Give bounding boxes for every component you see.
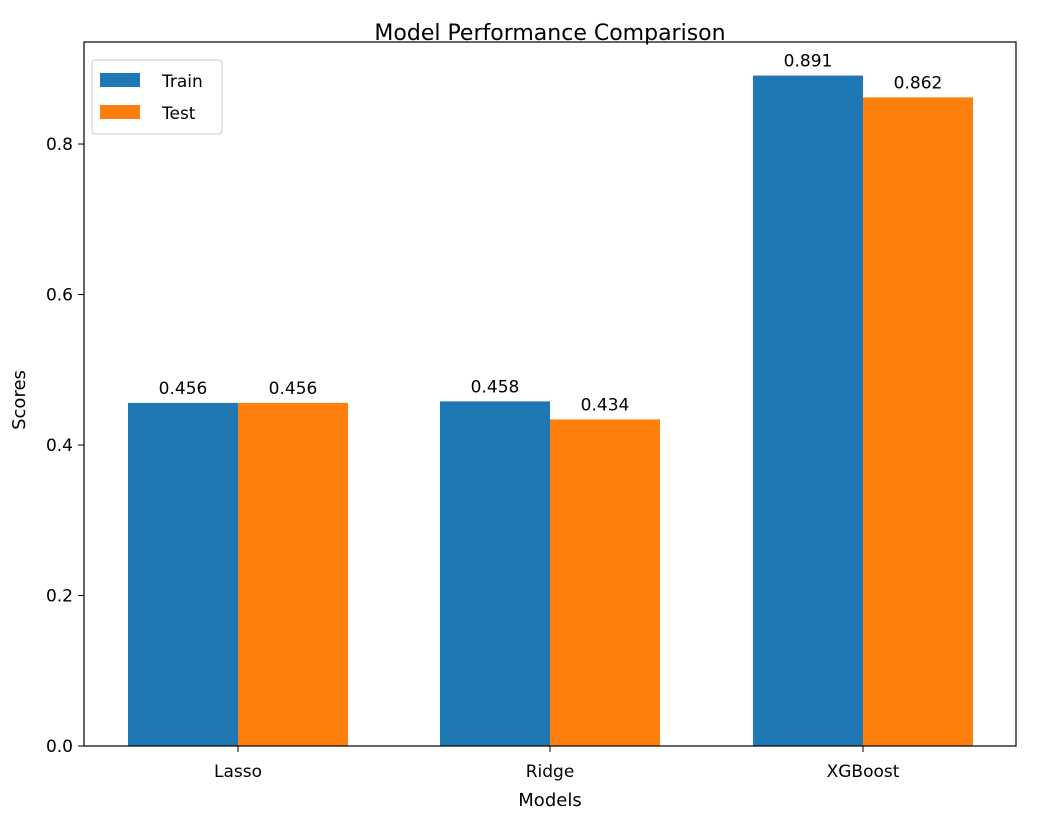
bar-test-xgboost [863,97,973,747]
legend-label-train: Train [161,72,203,92]
x-axis-title: Models [518,790,581,811]
legend: Train Test [91,59,223,135]
y-tick-label: 0.8 [46,135,73,155]
bar-test-lasso [238,402,348,746]
x-axis-ticks: Lasso Ridge XGBoost [214,746,900,782]
legend-label-test: Test [161,104,196,124]
bar-train-ridge [440,401,550,746]
bar-value-label-test-lasso: 0.456 [269,379,318,399]
y-tick-label: 0.2 [46,587,73,607]
x-tick-label-xgboost: XGBoost [827,762,900,782]
legend-swatch-train [100,73,140,87]
y-axis-title: Scores [9,370,30,430]
bar-train-lasso [128,402,238,746]
bar-test-ridge [550,419,660,746]
x-tick-label-lasso: Lasso [214,762,262,782]
bar-value-label-train-xgboost: 0.891 [784,52,833,72]
y-axis-ticks: 0.0 0.2 0.4 0.6 0.8 [46,135,84,757]
legend-swatch-test [100,105,140,119]
y-tick-label: 0.4 [46,436,73,456]
bar-value-label-train-ridge: 0.458 [471,377,520,397]
x-tick-label-ridge: Ridge [526,762,575,782]
bar-value-label-test-xgboost: 0.862 [894,73,943,93]
bar-train-xgboost [753,75,863,747]
y-tick-label: 0.0 [46,737,73,757]
bar-value-label-test-ridge: 0.434 [581,395,630,415]
y-tick-label: 0.6 [46,286,73,306]
bar-value-label-train-lasso: 0.456 [159,379,208,399]
bar-labels-group: 0.456 0.458 0.891 0.456 0.434 0.862 [159,52,943,416]
bars-group [128,75,973,747]
